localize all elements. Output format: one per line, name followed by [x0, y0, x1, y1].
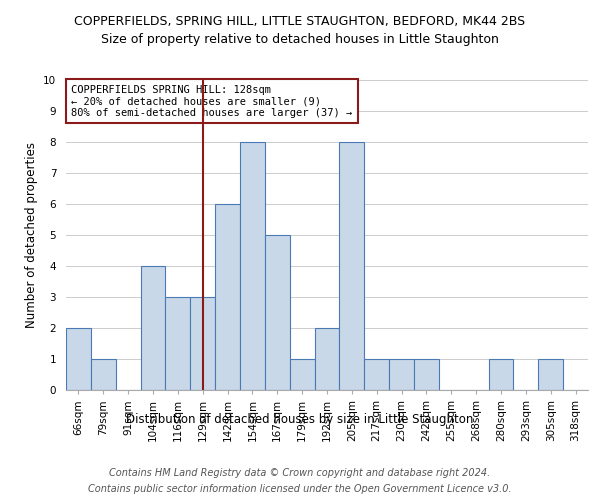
Bar: [364, 359, 389, 390]
Text: Distribution of detached houses by size in Little Staughton: Distribution of detached houses by size …: [127, 412, 473, 426]
Bar: [166, 297, 190, 390]
Bar: [488, 359, 514, 390]
Text: COPPERFIELDS, SPRING HILL, LITTLE STAUGHTON, BEDFORD, MK44 2BS: COPPERFIELDS, SPRING HILL, LITTLE STAUGH…: [74, 15, 526, 28]
Bar: [240, 142, 265, 390]
Text: Contains HM Land Registry data © Crown copyright and database right 2024.: Contains HM Land Registry data © Crown c…: [109, 468, 491, 477]
Text: COPPERFIELDS SPRING HILL: 128sqm
← 20% of detached houses are smaller (9)
80% of: COPPERFIELDS SPRING HILL: 128sqm ← 20% o…: [71, 84, 352, 118]
Text: Size of property relative to detached houses in Little Staughton: Size of property relative to detached ho…: [101, 32, 499, 46]
Bar: [190, 297, 215, 390]
Bar: [140, 266, 166, 390]
Bar: [538, 359, 563, 390]
Bar: [66, 328, 91, 390]
Bar: [215, 204, 240, 390]
Bar: [340, 142, 364, 390]
Bar: [414, 359, 439, 390]
Bar: [290, 359, 314, 390]
Bar: [91, 359, 116, 390]
Bar: [389, 359, 414, 390]
Y-axis label: Number of detached properties: Number of detached properties: [25, 142, 38, 328]
Text: Contains public sector information licensed under the Open Government Licence v3: Contains public sector information licen…: [88, 484, 512, 494]
Bar: [314, 328, 340, 390]
Bar: [265, 235, 290, 390]
